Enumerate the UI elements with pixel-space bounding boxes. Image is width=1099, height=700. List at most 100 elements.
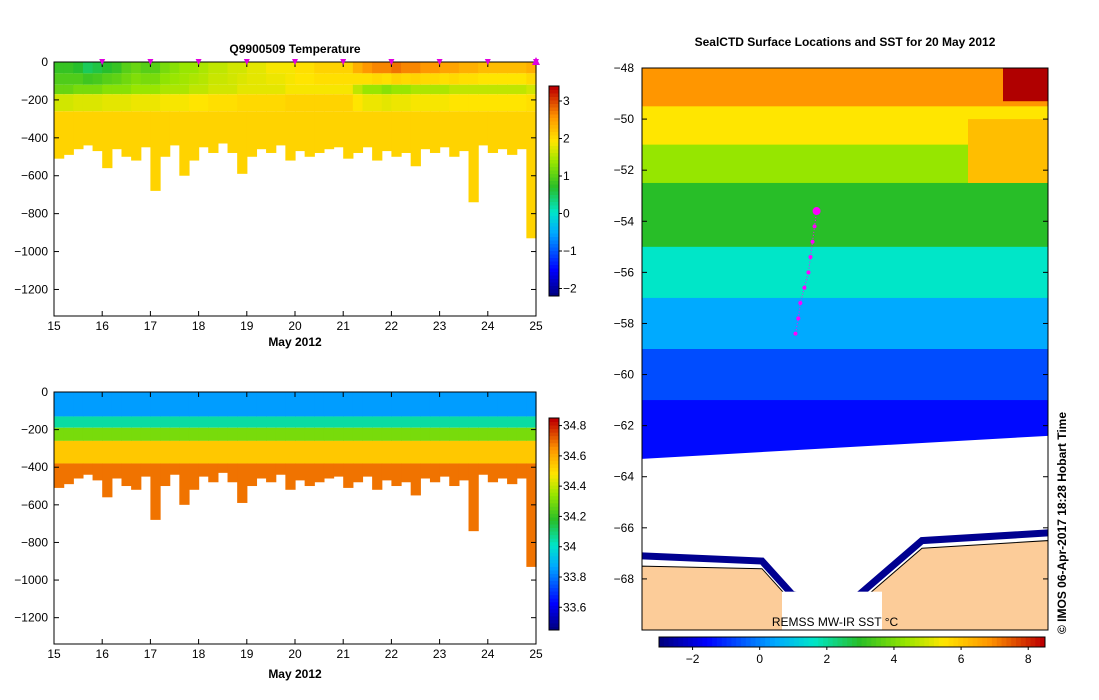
sst-colorbar-swatch — [745, 637, 752, 647]
temperature-colorbar-swatch — [549, 166, 559, 171]
temperature-cell — [285, 111, 296, 161]
sst-colorbar-swatch — [1016, 637, 1022, 647]
salinity-cell — [362, 392, 373, 417]
sst-colorbar-swatch — [982, 637, 988, 647]
temperature-cell — [449, 73, 460, 85]
salinity-colorbar-swatch — [549, 474, 559, 479]
temperature-cell — [150, 84, 161, 95]
sst-colorbar-swatch — [659, 637, 665, 647]
temperature-cell — [217, 84, 229, 95]
temperature-cell — [439, 94, 450, 112]
temperature-cell — [439, 62, 450, 74]
salinity-colorbar-label: 34.2 — [563, 509, 587, 523]
temperature-cell — [372, 94, 383, 112]
temperature-cell — [131, 94, 142, 112]
salinity-cell — [362, 416, 373, 428]
temperature-colorbar-swatch — [549, 93, 559, 97]
salinity-colorbar-swatch — [549, 524, 559, 529]
temperature-colorbar-swatch — [549, 282, 559, 286]
salinity-cell — [449, 416, 460, 428]
temperature-panel: 15 16 17 18 19 20 21 22 23 24 250−200−400−600−800−… — [14, 42, 577, 349]
sst-colorbar-swatch — [914, 637, 921, 647]
salinity-cell — [179, 427, 190, 441]
temperature-cell — [304, 111, 315, 157]
temperature-cell — [150, 94, 161, 112]
salinity-cell — [526, 427, 537, 441]
salinity-colorbar-swatch — [549, 534, 559, 539]
sst-colorbar-swatch — [856, 637, 863, 647]
salinity-cell — [246, 463, 258, 487]
salinity-cell — [111, 427, 123, 441]
salinity-cell — [275, 427, 286, 441]
temperature-cell — [410, 84, 421, 95]
temperature-cell — [420, 94, 431, 112]
sst-colorbar-swatch — [852, 637, 858, 647]
temperature-cell — [179, 84, 190, 95]
salinity-cell — [246, 392, 258, 417]
temperature-cell — [63, 94, 74, 112]
temperature-x-tick-label: 25 — [529, 319, 543, 333]
temperature-cell — [54, 111, 65, 159]
salinity-cell — [458, 440, 470, 464]
temperature-colorbar — [548, 85, 560, 297]
temperature-cell — [246, 62, 258, 74]
temperature-cell — [323, 62, 335, 74]
salinity-cell — [54, 416, 65, 428]
salinity-colorbar-swatch — [549, 615, 559, 620]
sst-colorbar-swatch — [726, 637, 732, 647]
temperature-colorbar-swatch — [549, 240, 559, 244]
sst-band — [642, 246, 1048, 299]
sst-colorbar-swatch — [905, 637, 911, 647]
temperature-cell — [198, 94, 209, 112]
sst-colorbar-swatch — [948, 637, 954, 647]
temperature-cell — [295, 62, 306, 74]
temperature-cell — [516, 73, 527, 85]
temperature-cell — [140, 84, 151, 95]
salinity-cell — [401, 427, 412, 441]
sst-colorbar-swatch — [929, 637, 935, 647]
temperature-cell — [237, 111, 248, 174]
sst-colorbar-swatch — [818, 637, 824, 647]
sst-colorbar-swatch — [1030, 637, 1036, 647]
salinity-cell — [169, 463, 180, 475]
temperature-colorbar-swatch — [549, 229, 559, 234]
sst-colorbar-swatch — [789, 637, 795, 647]
temperature-colorbar-swatch — [549, 247, 559, 251]
temperature-cell — [410, 62, 421, 74]
temperature-cell — [188, 73, 200, 85]
salinity-cell — [497, 427, 508, 441]
sst-colorbar-swatch — [1001, 637, 1007, 647]
salinity-cell — [410, 463, 421, 496]
temperature-cell — [73, 73, 84, 85]
salinity-cell — [217, 416, 229, 428]
temperature-cell — [468, 62, 479, 74]
salinity-x-tick-label: 25 — [529, 647, 543, 661]
temperature-cell — [401, 111, 412, 153]
salinity-cell — [208, 416, 219, 428]
salinity-cell — [420, 440, 431, 464]
temperature-cell — [82, 94, 94, 112]
temperature-cell — [246, 73, 258, 85]
salinity-cell — [256, 427, 267, 441]
temperature-cell — [516, 62, 527, 74]
temperature-cell — [160, 111, 171, 157]
temperature-cell — [208, 62, 219, 74]
sst-colorbar-swatch — [731, 637, 737, 647]
temperature-cell — [82, 73, 94, 85]
salinity-colorbar-swatch — [549, 428, 559, 433]
temperature-cell — [169, 84, 180, 95]
temperature-cell — [468, 73, 479, 85]
temperature-cell — [92, 62, 103, 74]
temperature-cell — [352, 73, 364, 85]
sst-colorbar-swatch — [736, 637, 742, 647]
salinity-cell — [131, 427, 142, 441]
salinity-cell — [333, 463, 344, 477]
temperature-colorbar-swatch — [549, 278, 559, 283]
sst-colorbar-swatch — [697, 637, 703, 647]
temperature-cell — [275, 62, 286, 74]
temperature-cell — [82, 84, 94, 95]
salinity-colorbar-swatch — [549, 471, 559, 476]
temperature-cell — [188, 84, 200, 95]
temperature-cell — [439, 73, 450, 85]
temperature-cell — [401, 62, 412, 74]
